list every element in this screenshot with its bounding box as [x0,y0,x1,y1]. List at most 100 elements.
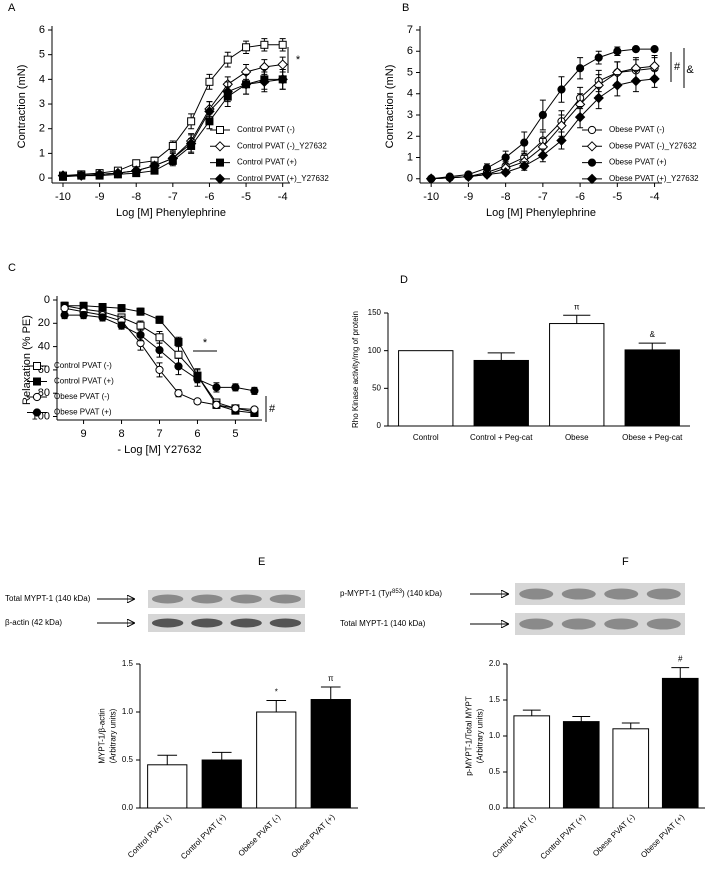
error-bar [638,342,666,350]
legend-label: Obese PVAT (-) [54,392,110,401]
x-tick-label: -4 [650,191,660,203]
bar [256,711,297,809]
point [174,362,183,371]
legend-marker [33,362,41,370]
point [212,383,221,392]
y-tick-label: 2 [39,123,45,135]
point [155,345,164,355]
point [155,333,164,342]
blot-band [561,618,596,630]
blot-band [230,618,262,628]
bar [473,359,529,427]
y-tick-label: 1.0 [122,707,134,716]
x-tick-label: -9 [464,191,474,203]
bar [147,764,188,809]
legend-marker [586,173,598,185]
x-tick-label: -9 [95,191,105,203]
x-tick-label: -7 [168,191,178,203]
point [94,169,105,180]
blot-label: p-MYPT-1 (Tyr853) (140 kDa) [340,589,442,599]
point [556,120,567,131]
blot-band [230,594,262,604]
point [79,311,88,320]
legend-marker [216,158,224,167]
y-tick-label: 0 [44,294,50,306]
x-tick-label: Control [413,433,439,442]
blot-label-part: 853 [392,589,403,595]
point [520,138,529,147]
blot-band [561,588,596,600]
annotation: * [203,337,208,349]
x-tick-label: -5 [612,191,622,203]
point [556,135,567,146]
error-bar [522,709,541,716]
error-bar [563,314,591,324]
y-tick-label: 0.0 [489,803,501,812]
point [136,307,145,316]
y-tick-label: 4 [407,88,413,100]
x-tick-label: Obese PVAT (-) [591,812,637,858]
y-axis-label: (Arbitrary units) [476,708,485,763]
point [155,315,164,324]
point [174,389,183,398]
y-tick-label: 40 [38,341,50,353]
point [630,75,642,87]
point [537,150,549,161]
blot-band [519,588,554,600]
legend-label: Control PVAT (-) [54,361,112,370]
y-tick-label: 50 [372,383,381,392]
x-tick-label: Control PVAT (+) [539,812,588,861]
point [60,311,69,320]
y-axis-label: (Arbitrary units) [109,708,118,763]
point [136,321,145,330]
panel-letter: D [400,274,408,286]
x-tick-label: Obese + Peg-cat [622,433,683,442]
legend-label: Obese PVAT (+) [609,158,667,167]
annotation: # [678,655,683,664]
bar [661,677,699,809]
y-axis-label: p-MYPT-1/Total MYPT [465,696,474,776]
point [250,405,259,414]
point [240,79,252,90]
x-axis-label: - Log [M] Y27632 [117,444,201,456]
y-tick-label: 100 [368,346,382,355]
y-tick-label: 0 [39,172,45,184]
bar [201,759,242,809]
point [117,304,126,313]
y-tick-label: 5 [39,49,45,61]
bar [562,721,600,809]
panel-letter: C [8,262,16,274]
point [187,117,196,126]
x-tick-label: Control PVAT (-) [126,812,173,859]
panel-letter: F [622,556,629,568]
x-tick-label: -8 [131,191,141,203]
annotation: & [650,330,656,339]
y-tick-label: 4 [39,73,45,85]
bar [549,323,605,427]
x-tick-label: 7 [156,428,162,440]
y-tick-label: 0.5 [489,767,501,776]
legend-marker [214,173,226,185]
point [98,302,107,311]
error-bar [621,722,640,729]
panel-letter: A [8,2,16,14]
point [259,76,270,88]
error-bar [671,667,690,679]
point [481,169,493,180]
point [575,64,585,73]
error-bar [572,716,591,722]
point [250,386,259,395]
y-tick-label: 5 [407,66,413,78]
y-tick-label: 1 [407,151,413,163]
x-tick-label: Control + Peg-cat [470,433,533,442]
point [231,383,240,392]
point [463,171,474,182]
legend-marker [587,125,597,135]
y-tick-label: 1.0 [489,731,501,740]
point [223,55,232,64]
point [149,160,160,171]
annotation: * [296,54,301,66]
legend-marker [32,392,42,402]
y-tick-label: 3 [39,98,45,110]
